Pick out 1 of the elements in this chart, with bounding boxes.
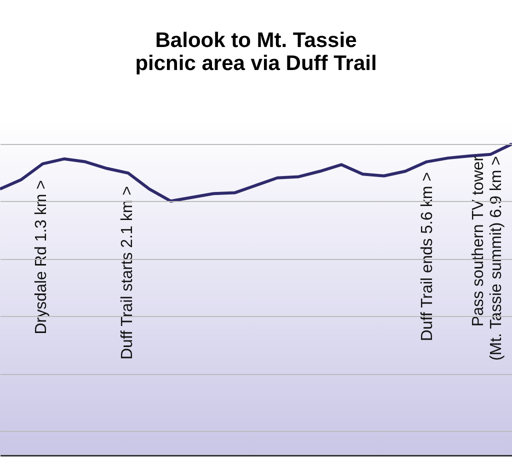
chart-title: Balook to Mt. Tassie picnic area via Duff Trail	[135, 29, 377, 75]
